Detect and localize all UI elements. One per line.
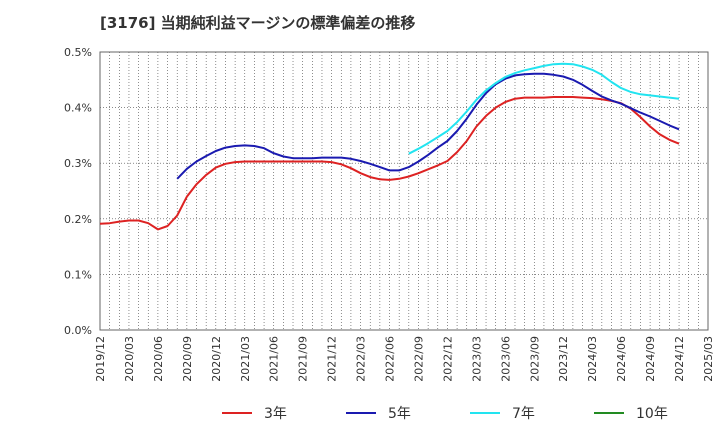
y-tick-label: 0.4% bbox=[64, 102, 92, 115]
x-tick-label: 2019/12 bbox=[94, 336, 107, 382]
series-line bbox=[99, 96, 680, 231]
x-tick-label: 2023/12 bbox=[557, 336, 570, 382]
x-tick-label: 2025/03 bbox=[702, 336, 715, 382]
x-axis: 2019/12 2020/03 2020/06 2020/09 2020/12 2021/… bbox=[94, 336, 715, 382]
x-tick-label: 2020/09 bbox=[181, 336, 194, 382]
plot-frame bbox=[99, 51, 709, 331]
x-tick-label: 2020/03 bbox=[123, 336, 136, 382]
y-tick-label: 0.0% bbox=[64, 324, 92, 337]
chart-title: [3176] 当期純利益マージンの標準偏差の推移 bbox=[100, 14, 416, 32]
grid bbox=[100, 52, 708, 330]
x-tick-label: 2024/03 bbox=[586, 336, 599, 382]
x-tick-label: 2024/12 bbox=[673, 336, 686, 382]
x-tick-label: 2020/12 bbox=[210, 336, 223, 382]
x-tick-label: 2023/09 bbox=[528, 336, 541, 382]
legend: 3年 5年 7年 10年 bbox=[222, 406, 668, 422]
legend-label: 5年 bbox=[388, 406, 411, 422]
legend-label: 3年 bbox=[264, 406, 287, 422]
x-tick-label: 2021/12 bbox=[326, 336, 339, 382]
x-tick-label: 2024/09 bbox=[644, 336, 657, 382]
y-tick-label: 0.3% bbox=[64, 157, 92, 170]
x-tick-label: 2022/03 bbox=[355, 336, 368, 382]
y-tick-label: 0.2% bbox=[64, 213, 92, 226]
x-tick-label: 2022/09 bbox=[412, 336, 425, 382]
x-tick-label: 2021/03 bbox=[239, 336, 252, 382]
series-line bbox=[176, 72, 680, 180]
x-tick-label: 2023/06 bbox=[499, 336, 512, 382]
y-tick-label: 0.5% bbox=[64, 46, 92, 59]
x-tick-label: 2021/06 bbox=[268, 336, 281, 382]
y-axis: 0.0% 0.1% 0.2% 0.3% 0.4% 0.5% bbox=[64, 46, 92, 337]
x-tick-label: 2023/03 bbox=[470, 336, 483, 382]
x-tick-label: 2022/06 bbox=[384, 336, 397, 382]
x-tick-label: 2021/09 bbox=[297, 336, 310, 382]
y-tick-label: 0.1% bbox=[64, 268, 92, 281]
x-tick-label: 2022/12 bbox=[441, 336, 454, 382]
x-tick-label: 2020/06 bbox=[152, 336, 165, 382]
x-tick-label: 2024/06 bbox=[615, 336, 628, 382]
series-line bbox=[408, 62, 680, 155]
series-lines bbox=[99, 62, 680, 231]
legend-label: 7年 bbox=[512, 406, 535, 422]
legend-label: 10年 bbox=[636, 406, 668, 422]
